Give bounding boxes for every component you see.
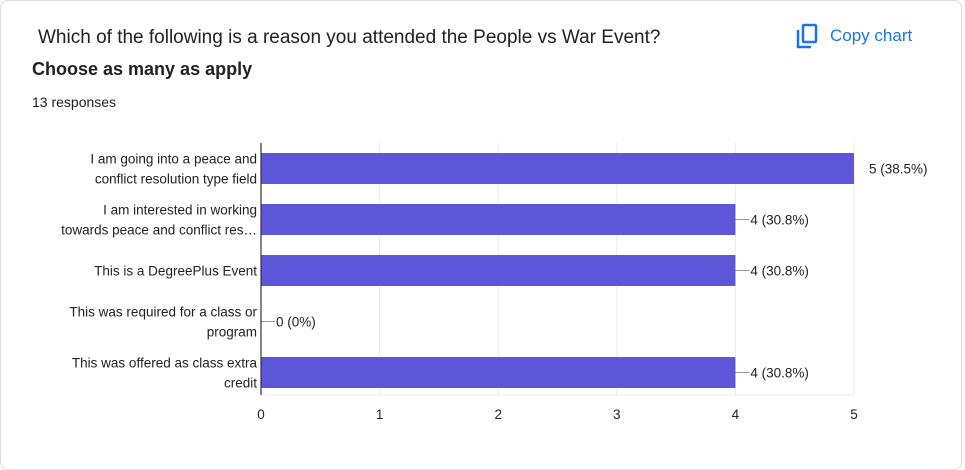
data-label: 4 (30.8%) bbox=[750, 213, 809, 228]
bar bbox=[261, 255, 736, 286]
x-tick-label: 3 bbox=[613, 407, 621, 422]
copy-icon bbox=[796, 23, 818, 49]
copy-chart-label: Copy chart bbox=[830, 26, 913, 45]
bar bbox=[261, 153, 854, 184]
data-label: 0 (0%) bbox=[276, 315, 316, 330]
category-label: program bbox=[207, 325, 257, 340]
bar bbox=[261, 357, 736, 388]
data-label: 4 (30.8%) bbox=[750, 366, 809, 381]
category-label: This is a DegreePlus Event bbox=[94, 264, 257, 279]
category-label: I am going into a peace and bbox=[90, 152, 257, 167]
bar bbox=[261, 204, 736, 235]
x-tick-label: 2 bbox=[494, 407, 502, 422]
category-label: This was required for a class or bbox=[69, 305, 257, 320]
category-label: I am interested in working bbox=[103, 203, 257, 218]
copy-chart-button[interactable]: Copy chart bbox=[796, 23, 912, 49]
response-count: 13 responses bbox=[32, 94, 117, 110]
x-tick-label: 0 bbox=[257, 407, 265, 422]
category-label: conflict resolution type field bbox=[95, 172, 257, 187]
question-description: Choose as many as apply bbox=[32, 59, 253, 79]
category-label: towards peace and conflict res… bbox=[61, 223, 257, 238]
question-title: Which of the following is a reason you a… bbox=[38, 27, 661, 48]
x-tick-label: 5 bbox=[850, 407, 858, 422]
bar-chart: 0 1 2 3 4 5 I am going into a peace and conflic… bbox=[61, 143, 928, 422]
x-tick-label: 4 bbox=[732, 407, 740, 422]
x-tick-label: 1 bbox=[376, 407, 384, 422]
data-label: 4 (30.8%) bbox=[750, 264, 809, 279]
category-label: credit bbox=[224, 376, 257, 391]
data-label: 5 (38.5%) bbox=[869, 162, 928, 177]
category-label: This was offered as class extra bbox=[72, 356, 258, 371]
